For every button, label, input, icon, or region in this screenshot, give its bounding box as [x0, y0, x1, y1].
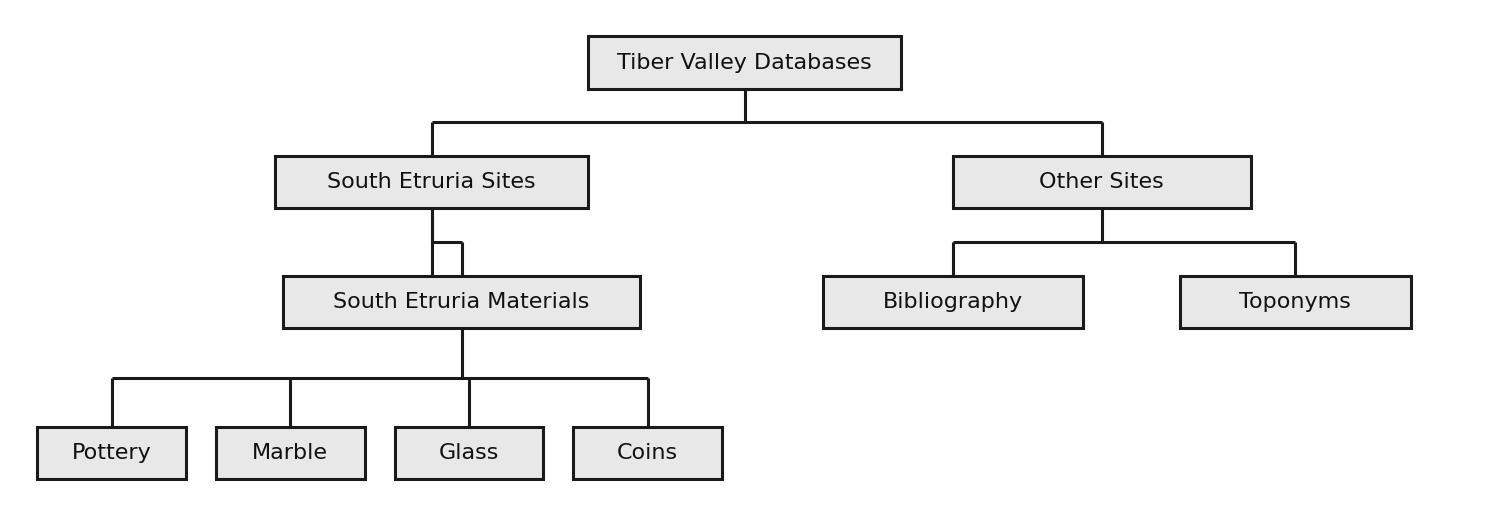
- Text: South Etruria Sites: South Etruria Sites: [328, 172, 536, 192]
- Text: Glass: Glass: [439, 443, 499, 463]
- Text: Toponyms: Toponyms: [1239, 292, 1352, 312]
- FancyBboxPatch shape: [573, 427, 722, 479]
- FancyBboxPatch shape: [1181, 276, 1412, 328]
- FancyBboxPatch shape: [216, 427, 365, 479]
- Text: Tiber Valley Databases: Tiber Valley Databases: [616, 53, 873, 72]
- FancyBboxPatch shape: [37, 427, 186, 479]
- Text: Marble: Marble: [252, 443, 329, 463]
- FancyBboxPatch shape: [275, 156, 588, 208]
- FancyBboxPatch shape: [588, 36, 901, 89]
- Text: Bibliography: Bibliography: [883, 292, 1023, 312]
- Text: Other Sites: Other Sites: [1039, 172, 1164, 192]
- Text: Coins: Coins: [616, 443, 679, 463]
- FancyBboxPatch shape: [822, 276, 1084, 328]
- FancyBboxPatch shape: [283, 276, 640, 328]
- Text: Pottery: Pottery: [71, 443, 152, 463]
- FancyBboxPatch shape: [953, 156, 1251, 208]
- FancyBboxPatch shape: [395, 427, 543, 479]
- Text: South Etruria Materials: South Etruria Materials: [334, 292, 590, 312]
